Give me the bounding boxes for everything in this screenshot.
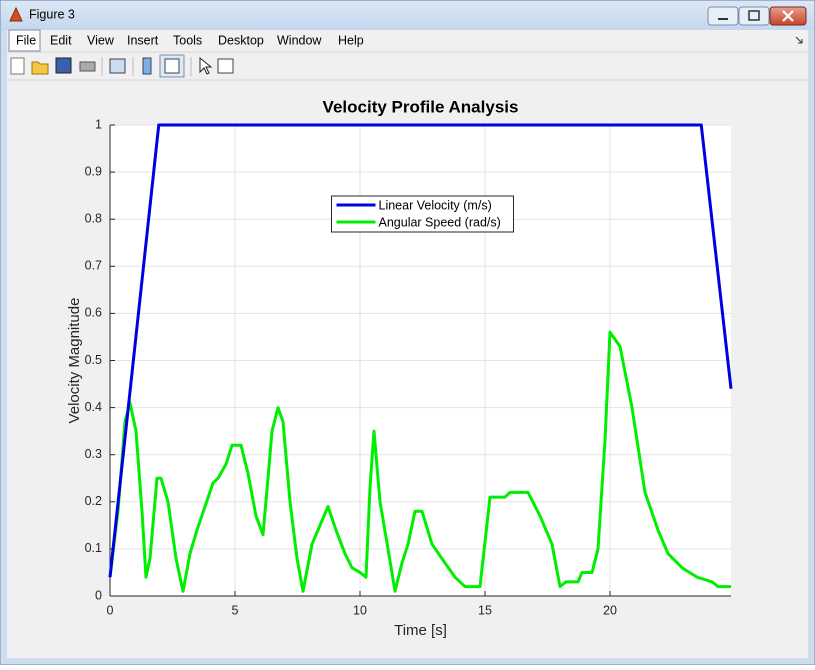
legend-label: Angular Speed (rad/s)	[379, 215, 501, 229]
y-tick-label: 0.5	[85, 353, 102, 367]
menu-item[interactable]: View	[87, 33, 115, 47]
y-tick-label: 0	[95, 588, 102, 602]
menu-item[interactable]: Edit	[50, 33, 72, 47]
x-tick-label: 10	[353, 603, 367, 617]
link-icon[interactable]	[109, 58, 126, 74]
menu-item[interactable]: Help	[338, 33, 364, 47]
colorbar-icon[interactable]	[142, 57, 152, 75]
legend-label: Linear Velocity (m/s)	[379, 198, 492, 212]
maximize-button[interactable]	[738, 6, 770, 26]
y-tick-label: 0.9	[85, 164, 102, 178]
menu-highlight	[8, 29, 41, 52]
app-icon	[9, 6, 23, 22]
series-line	[108, 123, 733, 578]
y-tick-label: 0.2	[85, 494, 102, 508]
y-tick-label: 0.7	[85, 259, 102, 273]
menu-bar: File Edit View Insert Tools Desktop Window Help	[16, 33, 364, 47]
x-tick-label: 15	[478, 603, 492, 617]
menu-item[interactable]: Tools	[173, 33, 202, 47]
y-tick-label: 1	[95, 117, 102, 131]
dock-arrow[interactable]	[795, 36, 803, 44]
y-tick-label: 0.8	[85, 211, 102, 225]
menu-item[interactable]: Desktop	[218, 33, 264, 47]
open-icon[interactable]	[31, 61, 49, 75]
close-icon	[782, 10, 794, 22]
title-bar	[1, 1, 814, 30]
maximize-icon	[748, 10, 760, 21]
y-axis-label: Velocity Magnitude	[66, 298, 83, 424]
legend-box	[331, 195, 514, 233]
y-tick-label: 0.1	[85, 541, 102, 555]
y-tick-label: 0.3	[85, 447, 102, 461]
property-icon[interactable]	[217, 58, 234, 74]
y-tick-label: 0.4	[85, 400, 102, 414]
pointer-icon[interactable]	[199, 56, 213, 75]
print-icon[interactable]	[79, 61, 96, 72]
x-axis-label: Time [s]	[394, 622, 447, 639]
menu-item[interactable]: Window	[277, 33, 322, 47]
new-icon[interactable]	[10, 57, 25, 75]
minimize-button[interactable]	[707, 6, 739, 26]
legend-icon	[164, 58, 180, 74]
series-line	[108, 330, 731, 593]
menu-item[interactable]: File	[16, 33, 36, 47]
window-title: Figure 3	[29, 7, 75, 21]
menu-item[interactable]: Insert	[127, 33, 159, 47]
x-tick-label: 20	[603, 603, 617, 617]
chart-title: Velocity Profile Analysis	[323, 97, 519, 116]
toolbar	[10, 54, 234, 78]
y-tick-label: 0.6	[85, 306, 102, 320]
x-tick-label: 5	[232, 603, 239, 617]
x-tick-label: 0	[107, 603, 114, 617]
chart: 00.10.20.30.40.50.60.70.80.910 5 10 15 20Vel…	[66, 97, 733, 639]
save-icon[interactable]	[55, 57, 72, 74]
